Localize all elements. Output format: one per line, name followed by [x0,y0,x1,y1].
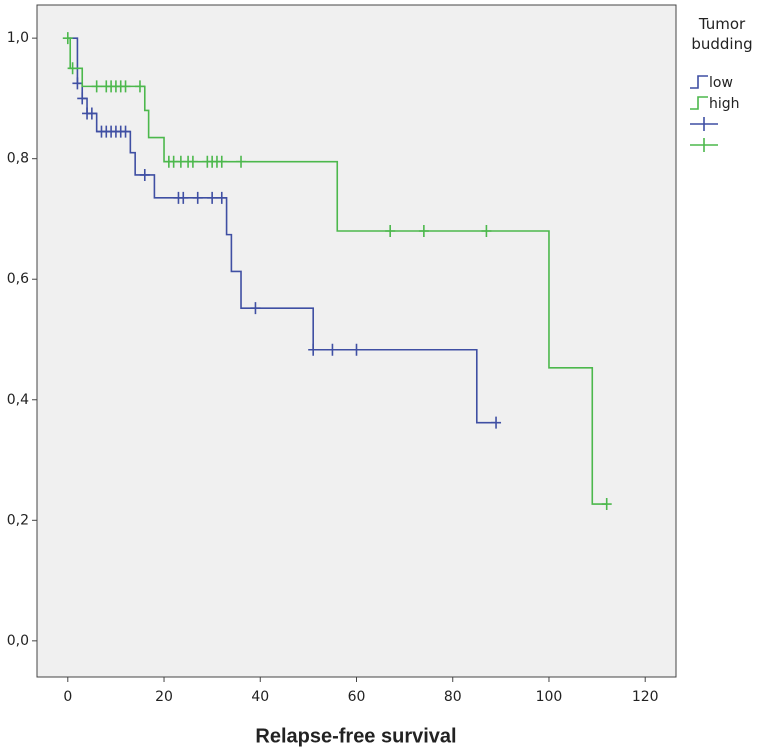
x-tick-label: 120 [632,689,659,705]
censor-mark [178,191,189,204]
censor-mark [418,225,429,238]
censor-mark [351,343,362,356]
censor-mark [216,155,227,168]
censor-mark [236,155,247,168]
x-tick-label: 20 [155,689,173,705]
y-tick-label: 0,0 [7,633,29,649]
censor-mark [77,92,88,105]
survival-curve [67,37,607,505]
censor-mark [72,77,83,90]
censor-mark [120,80,131,93]
legend-title: Tumor budding [691,15,753,53]
y-tick-label: 0,2 [7,512,29,528]
censor-mark [120,125,131,138]
x-tick-label: 40 [251,689,269,705]
y-tick-label: 1,0 [7,30,29,46]
y-tick-label: 0,6 [7,271,29,287]
censor-mark [192,191,203,204]
censor-mark [250,302,261,315]
censor-mark [62,32,73,45]
y-tick-label: 0,8 [7,151,29,167]
x-tick-label: 80 [444,689,462,705]
censor-mark [134,80,145,93]
censor-mark [327,343,338,356]
legend-label: low [709,75,733,91]
x-tick-label: 0 [63,689,72,705]
legend-censor-swatch [690,138,718,152]
censor-mark [491,416,502,429]
censor-mark [207,191,218,204]
censor-mark [86,107,97,120]
censor-mark [481,225,492,238]
y-tick-label: 0,4 [7,392,29,408]
censor-mark [91,80,102,93]
censor-mark [308,343,319,356]
censor-mark [385,225,396,238]
censor-mark [601,498,612,511]
legend-censor-swatch [690,117,718,131]
censor-mark [187,155,198,168]
plot-area [36,4,677,678]
x-tick-label: 60 [348,689,366,705]
censor-mark [139,168,150,181]
x-tick-label: 100 [536,689,563,705]
censor-mark [67,62,78,75]
x-axis-label: Relapse-free survival [255,725,456,747]
legend-label: high [709,96,740,112]
legend-swatch [690,96,708,110]
legend-swatch [690,75,708,89]
censor-mark [216,191,227,204]
